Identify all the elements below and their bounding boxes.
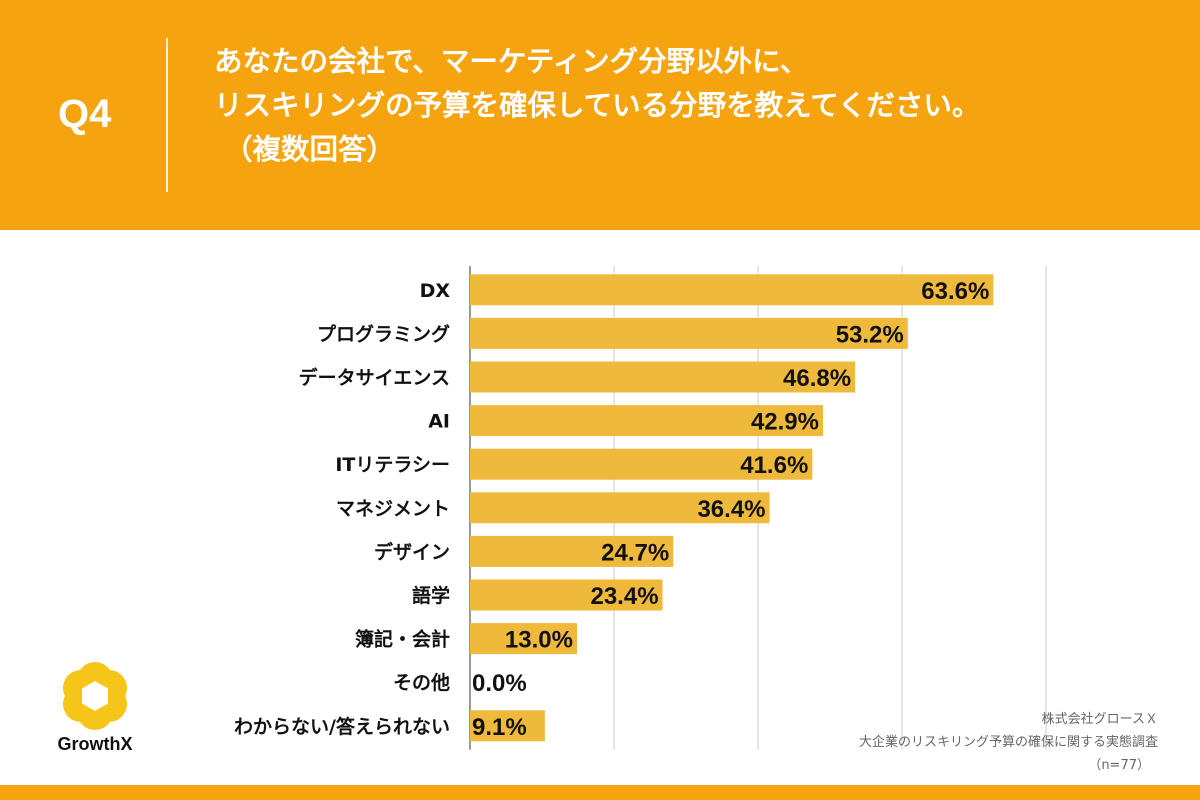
category-label: データサイエンス — [299, 366, 450, 389]
category-label: DX — [420, 280, 451, 302]
bar — [470, 405, 824, 437]
header: Q4 あなたの会社で、マーケティング分野以外に、 リスキリングの予算を確保してい… — [0, 0, 1200, 230]
bar — [470, 710, 545, 742]
title-line-3: （複数回答） — [224, 133, 396, 166]
value-label: 9.1% — [472, 714, 527, 741]
bar — [470, 535, 674, 567]
value-label: 13.0% — [505, 627, 573, 654]
category-label: 語学 — [412, 584, 450, 607]
bar-chart: DX 63.6% プログラミング 53.2% データサイエンス 46.8% AI 42.9% I… — [234, 266, 1047, 750]
value-label: 46.8% — [783, 365, 851, 392]
category-label: デザイン — [374, 540, 450, 563]
category-label: その他 — [393, 671, 450, 694]
question-number: Q4 — [58, 92, 112, 136]
value-label: 41.6% — [740, 452, 808, 479]
category-label: わからない/答えられない — [234, 715, 450, 738]
category-label: ITリテラシー — [335, 454, 450, 476]
value-label: 63.6% — [921, 278, 989, 305]
title-line-1: あなたの会社で、マーケティング分野以外に、 — [214, 45, 809, 78]
bar — [470, 317, 908, 349]
category-label: AI — [428, 411, 450, 433]
bar — [470, 448, 813, 480]
value-label: 0.0% — [472, 670, 527, 697]
title-line-2: リスキリングの予算を確保している分野を教えてください。 — [214, 89, 981, 122]
category-label: マネジメント — [336, 498, 450, 520]
value-label: 24.7% — [601, 539, 669, 566]
footer-survey: 大企業のリスキリング予算の確保に関する実態調査 — [858, 735, 1158, 750]
header-divider — [166, 38, 168, 192]
bar — [470, 579, 663, 611]
value-label: 36.4% — [697, 496, 765, 523]
bar — [470, 274, 994, 306]
value-label: 53.2% — [836, 321, 904, 348]
category-label: プログラミング — [317, 322, 450, 345]
value-label: 23.4% — [590, 583, 658, 610]
hexagon-flower-icon — [63, 662, 127, 730]
chart-panel: DX 63.6% プログラミング 53.2% データサイエンス 46.8% AI 42.9% I… — [0, 230, 1200, 785]
bar — [470, 361, 856, 393]
question-title: あなたの会社で、マーケティング分野以外に、 リスキリングの予算を確保している分野… — [214, 40, 1174, 172]
growthx-logo: GrowthX — [40, 660, 150, 770]
category-label: 簿記・会計 — [355, 628, 450, 651]
bar — [470, 492, 770, 524]
value-label: 42.9% — [751, 409, 819, 436]
footer-sample-size: （n=77） — [1088, 758, 1150, 773]
footer-company: 株式会社グロースＸ — [1041, 712, 1158, 727]
bar — [470, 623, 577, 655]
logo-text: GrowthX — [57, 734, 133, 754]
